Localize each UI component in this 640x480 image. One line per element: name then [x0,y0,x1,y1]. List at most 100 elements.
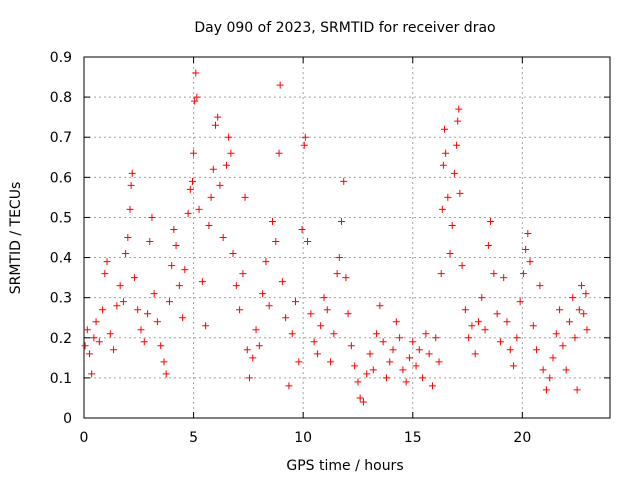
data-point [106,330,114,338]
data-point [582,290,590,298]
data-point [405,354,413,362]
x-tick-label: 15 [404,430,422,446]
x-tick-label: 0 [80,430,89,446]
data-point [188,177,196,185]
data-point [307,310,315,318]
data-point [450,169,458,177]
data-point [478,294,486,302]
data-point [578,282,586,290]
data-point [435,358,443,366]
data-point [198,278,206,286]
data-point [122,250,130,258]
data-point [130,274,138,282]
data-point [214,113,222,121]
data-point [396,334,404,342]
grid-lines [84,57,610,418]
data-point [522,246,530,254]
data-point [103,258,111,266]
data-point [496,338,504,346]
data-point [465,334,473,342]
data-point [255,342,263,350]
data-point [442,149,450,157]
data-point [382,374,390,382]
data-point [291,298,299,306]
data-point [222,161,230,169]
data-point [137,326,145,334]
y-tick-label: 0.4 [50,251,72,267]
data-point [359,398,367,406]
data-point [333,270,341,278]
data-point [354,378,362,386]
data-point [356,394,364,402]
data-point [503,318,511,326]
data-point [556,306,564,314]
data-point [415,346,423,354]
data-point [513,334,521,342]
data-point [456,189,464,197]
scatter-points [81,69,591,406]
data-point [304,238,312,246]
data-point [471,350,479,358]
data-point [422,330,430,338]
data-point [487,217,495,225]
data-point [412,362,420,370]
y-tick-label: 0.9 [50,50,72,66]
data-point [340,177,348,185]
data-point [439,161,447,169]
data-point [454,117,462,125]
data-point [288,330,296,338]
data-point [458,262,466,270]
data-point [392,318,400,326]
data-point [461,306,469,314]
data-point [265,302,273,310]
data-point [320,294,328,302]
x-tick-label: 10 [294,430,312,446]
data-point [225,133,233,141]
data-point [376,302,384,310]
data-point [268,217,276,225]
data-point [323,306,331,314]
data-point [363,370,371,378]
data-point [338,217,346,225]
data-point [190,149,198,157]
data-point [157,342,165,350]
data-point [126,205,134,213]
data-point [110,346,118,354]
data-point [179,314,187,322]
data-point [386,358,394,366]
data-point [88,370,96,378]
data-point [165,298,173,306]
data-point [276,81,284,89]
data-point [124,234,132,241]
data-point [519,270,527,278]
data-point [419,374,427,382]
data-point [366,350,374,358]
data-point [239,270,247,278]
data-point [150,290,158,298]
x-tick-label: 5 [189,430,198,446]
data-point [317,322,325,330]
data-point [437,270,445,278]
data-point [90,334,98,342]
data-point [278,278,286,286]
x-axis-label: GPS time / hours [286,458,403,474]
data-point [241,193,249,201]
data-point [441,125,449,133]
data-point [533,346,541,354]
y-tick-label: 0.7 [50,130,72,146]
data-point [81,342,89,350]
data-point [399,366,407,374]
data-point [402,378,410,386]
data-point [524,229,532,237]
data-point [172,242,180,250]
data-point [192,69,200,77]
data-point [342,274,350,282]
data-point [559,342,567,350]
y-tick-label: 0.3 [50,291,72,307]
data-point [573,386,581,394]
data-point [526,258,534,266]
y-tick-label: 0 [63,411,72,427]
data-point [432,334,440,342]
data-point [243,346,251,354]
data-point [144,310,152,318]
